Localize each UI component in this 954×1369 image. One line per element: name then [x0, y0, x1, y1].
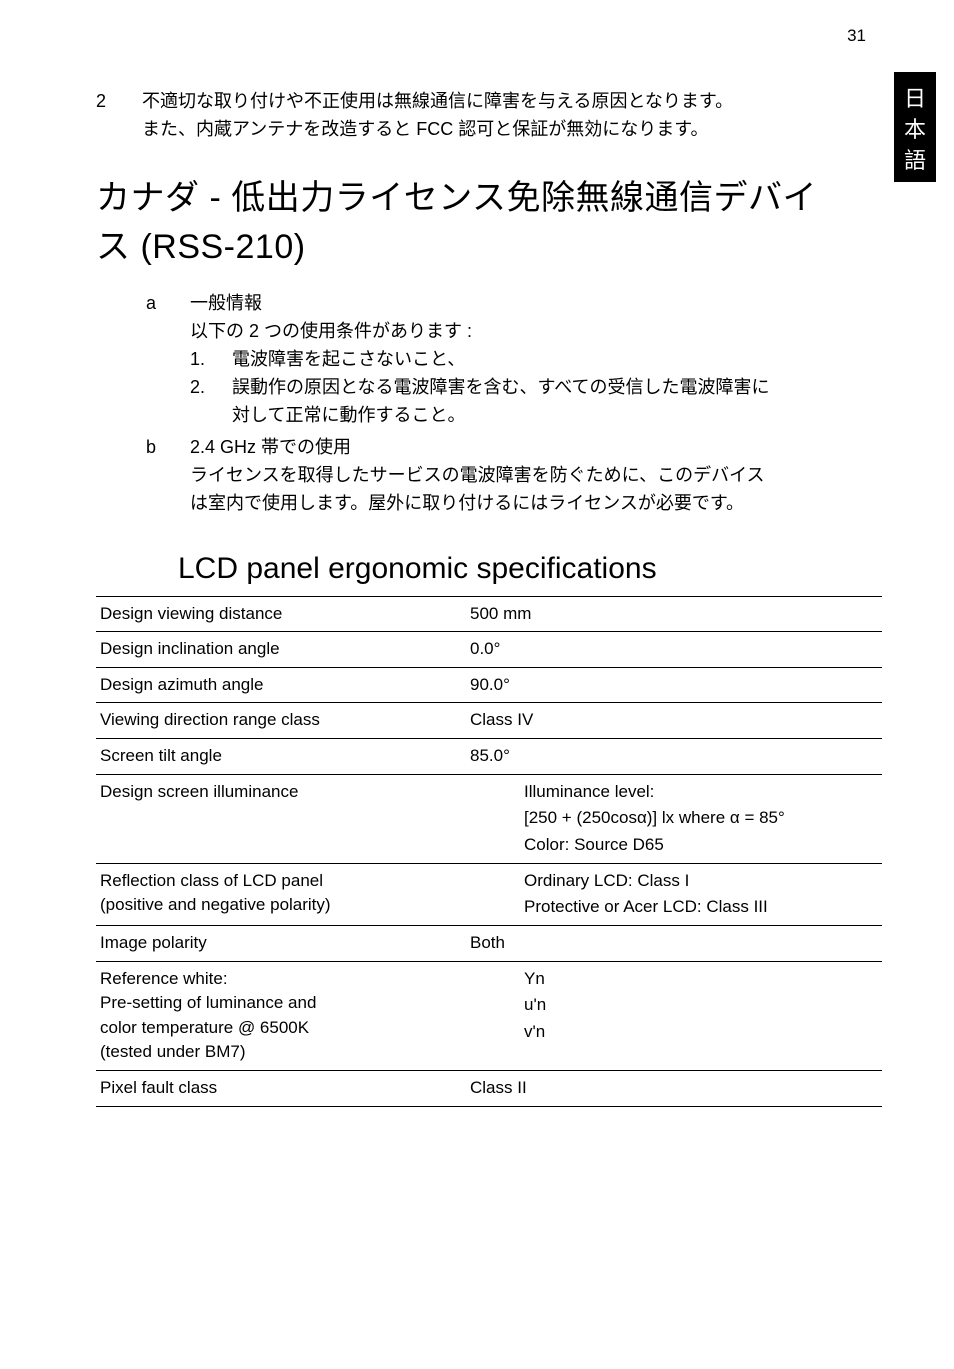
- side-tab-char-1: 日: [904, 84, 926, 115]
- table-row: Design azimuth angle 90.0°: [96, 667, 882, 703]
- spec-label-multi: Reflection class of LCD panel (positive …: [96, 863, 466, 925]
- intro-item-text: 不適切な取り付けや不正使用は無線通信に障害を与える原因となります。 また、内蔵ア…: [142, 88, 733, 144]
- letter-a-item2: 2. 誤動作の原因となる電波障害を含む、すべての受信した電波障害に 対して正常に…: [190, 374, 769, 430]
- letter-item-b: b 2.4 GHz 帯での使用 ライセンスを取得したサービスの電波障害を防ぐため…: [146, 434, 882, 518]
- refwhite-v2: u'n: [470, 993, 878, 1018]
- intro-text-line1: 不適切な取り付けや不正使用は無線通信に障害を与える原因となります。: [142, 88, 733, 116]
- inner-text-1: 電波障害を起こさないこと、: [232, 346, 465, 374]
- letter-list: a 一般情報 以下の 2 つの使用条件があります : 1. 電波障害を起こさない…: [96, 290, 882, 517]
- intro-list-item: 2 不適切な取り付けや不正使用は無線通信に障害を与える原因となります。 また、内…: [96, 88, 882, 144]
- table-row: Screen tilt angle 85.0°: [96, 739, 882, 775]
- table-row-reflection: Reflection class of LCD panel (positive …: [96, 863, 882, 925]
- table-row: Design inclination angle 0.0°: [96, 632, 882, 668]
- letter-b-title: 2.4 GHz 帯での使用: [190, 434, 765, 462]
- inner-text-2: 誤動作の原因となる電波障害を含む、すべての受信した電波障害に 対して正常に動作す…: [232, 374, 769, 430]
- refwhite-v1: Yn: [470, 967, 878, 992]
- side-tab-char-2: 本: [904, 115, 926, 146]
- spec-label: Viewing direction range class: [96, 703, 466, 739]
- spec-value: 85.0°: [466, 739, 882, 775]
- table-row: Image polarity Both: [96, 925, 882, 961]
- spec-label: Design screen illuminance: [96, 774, 466, 863]
- heading-2: LCD panel ergonomic specifications: [96, 552, 882, 586]
- illum-v3: Color: Source D65: [470, 833, 878, 858]
- side-language-tab: 日 本 語: [894, 72, 936, 182]
- spec-label: Design inclination angle: [96, 632, 466, 668]
- intro-text-line2: また、内蔵アンテナを改造すると FCC 認可と保証が無効になります。: [142, 116, 733, 144]
- table-row: Viewing direction range class Class IV: [96, 703, 882, 739]
- page-container: 31 日 本 語 2 不適切な取り付けや不正使用は無線通信に障害を与える原因とな…: [0, 0, 954, 1369]
- letter-b-content: 2.4 GHz 帯での使用 ライセンスを取得したサービスの電波障害を防ぐために、…: [190, 434, 765, 518]
- spec-value: Class II: [466, 1071, 882, 1107]
- intro-list: 2 不適切な取り付けや不正使用は無線通信に障害を与える原因となります。 また、内…: [96, 88, 882, 144]
- letter-b-line1: ライセンスを取得したサービスの電波障害を防ぐために、このデバイス: [190, 462, 765, 490]
- letter-item-a: a 一般情報 以下の 2 つの使用条件があります : 1. 電波障害を起こさない…: [146, 290, 882, 429]
- inner-num-1: 1.: [190, 346, 212, 374]
- refwhite-l4: (tested under BM7): [100, 1040, 462, 1065]
- intro-item-number: 2: [96, 88, 112, 144]
- spec-value: 0.0°: [466, 632, 882, 668]
- spec-value: 90.0°: [466, 667, 882, 703]
- refwhite-l1: Reference white:: [100, 967, 462, 992]
- spec-label: Image polarity: [96, 925, 466, 961]
- letter-a-item1: 1. 電波障害を起こさないこと、: [190, 346, 769, 374]
- table-row: Design viewing distance 500 mm: [96, 596, 882, 632]
- inner-text-2-l1: 誤動作の原因となる電波障害を含む、すべての受信した電波障害に: [232, 374, 769, 402]
- table-row: Pixel fault class Class II: [96, 1071, 882, 1107]
- letter-a-content: 一般情報 以下の 2 つの使用条件があります : 1. 電波障害を起こさないこと…: [190, 290, 769, 429]
- side-tab-char-3: 語: [904, 146, 926, 177]
- spec-value: 500 mm: [466, 596, 882, 632]
- illum-v2: [250 + (250cosα)] lx where α = 85°: [470, 806, 878, 831]
- spec-label-multi: Reference white: Pre-setting of luminanc…: [96, 961, 466, 1071]
- letter-a-marker: a: [146, 290, 162, 429]
- spec-label: Pixel fault class: [96, 1071, 466, 1107]
- letter-b-marker: b: [146, 434, 162, 518]
- refwhite-l3: color temperature @ 6500K: [100, 1016, 462, 1041]
- spec-label: Design viewing distance: [96, 596, 466, 632]
- refwhite-v3: v'n: [470, 1020, 878, 1045]
- spec-label: Design azimuth angle: [96, 667, 466, 703]
- spec-value: Class IV: [466, 703, 882, 739]
- refl-label2: (positive and negative polarity): [100, 893, 462, 918]
- table-row-refwhite: Reference white: Pre-setting of luminanc…: [96, 961, 882, 1071]
- heading-1-line2: ス (RSS-210): [96, 223, 882, 272]
- spec-value: Both: [466, 925, 882, 961]
- heading-1-line1: カナダ - 低出力ライセンス免除無線通信デバイ: [96, 174, 882, 223]
- refl-label1: Reflection class of LCD panel: [100, 869, 462, 894]
- illum-v1: Illuminance level:: [470, 780, 878, 805]
- refwhite-l2: Pre-setting of luminance and: [100, 991, 462, 1016]
- letter-a-intro: 以下の 2 つの使用条件があります :: [190, 318, 769, 346]
- refl-v2: Protective or Acer LCD: Class III: [470, 895, 878, 920]
- spec-label: Screen tilt angle: [96, 739, 466, 775]
- spec-table: Design viewing distance 500 mm Design in…: [96, 596, 882, 1107]
- letter-b-line2: は室内で使用します。屋外に取り付けるにはライセンスが必要です。: [190, 490, 765, 518]
- letter-a-title: 一般情報: [190, 290, 769, 318]
- inner-num-2: 2.: [190, 374, 212, 430]
- refl-v1: Ordinary LCD: Class I: [470, 869, 878, 894]
- spec-value-multi: Yn u'n v'n: [466, 961, 882, 1071]
- inner-text-2-l2: 対して正常に動作すること。: [232, 402, 769, 430]
- spec-value-multi: Ordinary LCD: Class I Protective or Acer…: [466, 863, 882, 925]
- spec-value-multi: Illuminance level: [250 + (250cosα)] lx …: [466, 774, 882, 863]
- heading-1: カナダ - 低出力ライセンス免除無線通信デバイ ス (RSS-210): [96, 174, 882, 273]
- table-row-illuminance: Design screen illuminance Illuminance le…: [96, 774, 882, 863]
- page-number: 31: [847, 26, 866, 46]
